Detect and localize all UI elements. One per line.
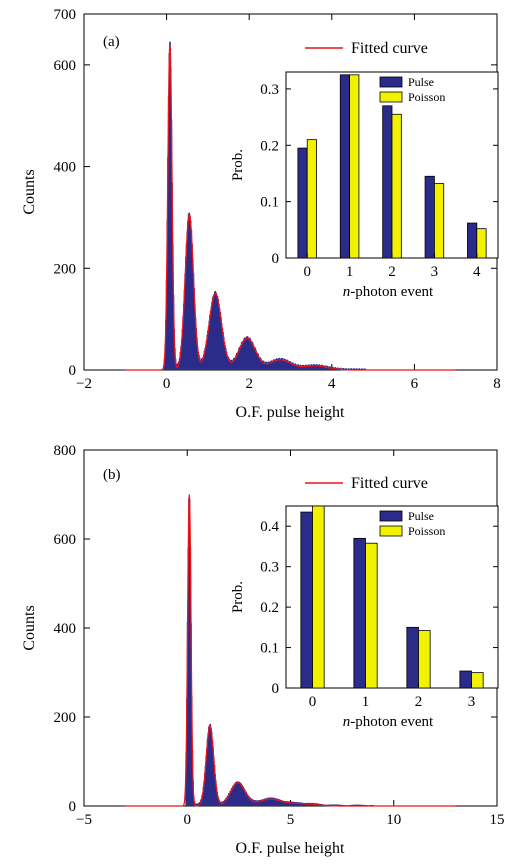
panel-a-inset-ytick-label: 0.2	[260, 138, 279, 154]
panel-a-inset-bar	[306, 139, 317, 259]
panel-a-fitted-curve	[125, 45, 456, 371]
panel-b-inset-legend-label: Pulse	[408, 509, 434, 523]
panel-a-inset-bar	[476, 228, 487, 259]
panel-b-inset-ytick-label: 0.4	[260, 519, 279, 535]
panel-b-inset-bar	[365, 542, 378, 689]
panel-a-inset-xlabel: n-photon event	[343, 284, 434, 300]
panel-a-xlabel: O.F. pulse height	[236, 404, 345, 421]
panel-b-inset-bar	[459, 670, 472, 689]
panel-a-inset-legend-label: Pulse	[408, 75, 434, 89]
panel-b-ytick-label: 200	[54, 710, 77, 726]
panel-a-label: (a)	[103, 34, 120, 50]
panel-b-ytick-label: 400	[54, 621, 77, 637]
panel-a-xtick-label: 0	[163, 376, 171, 392]
panel-a-inset-legend-swatch	[379, 91, 403, 103]
panel-a-xtick-label: 2	[245, 376, 253, 392]
panel-a-inset-ylabel: Prob.	[230, 149, 246, 181]
panel-a-inset-bar	[467, 222, 478, 259]
panel-b-xtick-label: 15	[490, 812, 505, 828]
panel-b-inset-xtick-label: 1	[362, 694, 370, 710]
panel-a-ytick-label: 600	[54, 58, 77, 74]
panel-a-inset-bar	[424, 175, 435, 259]
panel-b-inset-ytick-label: 0	[272, 681, 280, 697]
panel-b-xtick-label: 10	[386, 812, 401, 828]
panel-a-legend-label: Fitted curve	[351, 40, 428, 57]
panel-a-inset-bar	[297, 147, 308, 259]
panel-b-inset-bar	[353, 537, 366, 689]
panel-b-inset-ytick-label: 0.1	[260, 641, 279, 657]
panel-b-xtick-label: 0	[184, 812, 192, 828]
panel-a-inset-xtick-label: 3	[431, 264, 439, 280]
panel-b-inset-legend-swatch	[379, 510, 403, 522]
panel-b-ylabel: Counts	[21, 605, 38, 650]
panel-a-inset-bar	[382, 105, 393, 259]
panel-b-fitted-curve	[125, 494, 456, 807]
panel-a-ytick-label: 700	[54, 7, 77, 23]
panel-b-ytick-label: 0	[69, 799, 77, 815]
panel-b-inset-ylabel: Prob.	[230, 581, 246, 613]
panel-a-ytick-label: 200	[54, 261, 77, 277]
panel-a-inset-bar	[349, 74, 360, 259]
panel-b-xtick-label: −5	[76, 812, 92, 828]
panel-a-ytick-label: 0	[69, 363, 77, 379]
panel-b-label: (b)	[103, 467, 121, 483]
panel-b-inset-xtick-label: 3	[468, 694, 476, 710]
panel-a-inset-xtick-label: 0	[303, 264, 311, 280]
panel-b-inset-legend-label: Poisson	[408, 524, 445, 538]
panel-a-inset-bar	[433, 183, 445, 259]
panel-a-inset-ytick-label: 0	[272, 251, 280, 267]
panel-b-ytick-label: 800	[54, 443, 77, 459]
panel-a-ytick-label: 400	[54, 160, 77, 176]
panel-b-inset-ytick-label: 0.2	[260, 600, 279, 616]
panel-a-xtick-label: 4	[328, 376, 336, 392]
panel-a-inset-xtick-label: 1	[346, 264, 354, 280]
panel-a-inset-xtick-label: 2	[388, 264, 396, 280]
panel-a-inset-ytick-label: 0.1	[260, 195, 279, 211]
panel-a-xtick-label: 6	[411, 376, 419, 392]
panel-b-inset-xtick-label: 0	[309, 694, 317, 710]
panel-b-inset-legend-swatch	[379, 525, 403, 537]
panel-a-inset-bar	[339, 74, 351, 259]
panel-a-inset-legend-swatch	[379, 76, 403, 88]
panel-a-xtick-label: 8	[493, 376, 501, 392]
panel-b-ytick-label: 600	[54, 532, 77, 548]
panel-a-inset-bar	[391, 113, 402, 259]
panel-b-inset-bar	[312, 505, 325, 689]
panel-b-inset-xlabel: n-photon event	[343, 714, 434, 730]
panel-a-inset-xtick-label: 4	[473, 264, 481, 280]
panel-b-inset-bar	[300, 511, 313, 689]
panel-b-inset-bar	[418, 630, 431, 689]
panel-b-inset-ytick-label: 0.3	[260, 560, 279, 576]
panel-b-inset-xtick-label: 2	[415, 694, 423, 710]
panel-a-inset-ytick-label: 0.3	[260, 82, 279, 98]
panel-a-inset-legend-label: Poisson	[408, 90, 445, 104]
panel-b-xlabel: O.F. pulse height	[236, 840, 345, 857]
panel-b-inset-bar	[406, 626, 419, 689]
panel-a-ylabel: Counts	[21, 169, 38, 214]
panel-b-inset-bar	[471, 672, 484, 689]
panel-b-xtick-label: 5	[287, 812, 295, 828]
panel-b-legend-label: Fitted curve	[351, 475, 428, 492]
panel-a-xtick-label: −2	[76, 376, 92, 392]
